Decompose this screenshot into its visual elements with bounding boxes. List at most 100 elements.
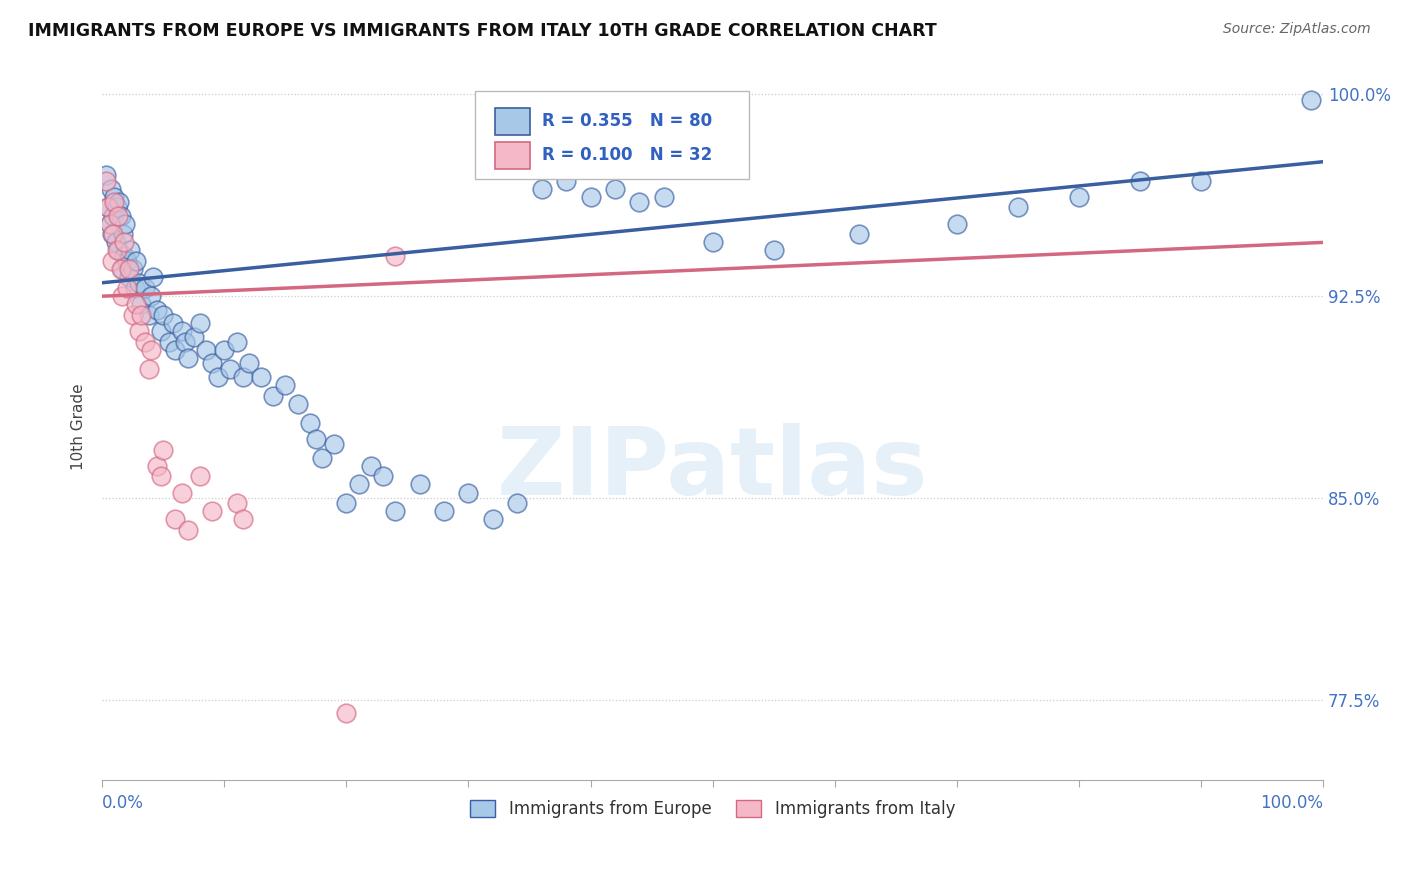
Point (433, 504, 456, 518)
Point (232, 512, 254, 526)
FancyBboxPatch shape (495, 108, 530, 136)
Point (170, 485, 193, 500)
Point (94, 168, 117, 182)
Point (97, 201, 120, 215)
Point (347, 477, 370, 491)
Point (225, 334, 247, 349)
Point (101, 227, 124, 242)
Point (103, 227, 125, 242)
Point (165, 343, 187, 357)
Point (97, 201, 120, 215)
Point (702, 235, 724, 250)
Point (530, 181, 553, 195)
Point (201, 504, 224, 518)
Point (104, 235, 127, 250)
Point (103, 195, 125, 210)
Point (112, 249, 135, 263)
Point (94, 173, 117, 187)
Point (114, 217, 136, 231)
Point (335, 706, 357, 720)
Point (298, 416, 321, 430)
Point (152, 442, 174, 457)
Text: Source: ZipAtlas.com: Source: ZipAtlas.com (1223, 22, 1371, 37)
Point (111, 227, 134, 242)
Point (1007, 201, 1029, 215)
Point (408, 477, 430, 491)
Point (120, 244, 142, 258)
Point (107, 244, 129, 258)
Point (149, 469, 172, 483)
Point (323, 437, 346, 451)
Point (214, 343, 236, 357)
Point (305, 432, 328, 446)
Point (107, 209, 129, 223)
Text: ZIPatlas: ZIPatlas (496, 423, 928, 515)
Point (652, 190, 675, 204)
Point (108, 195, 131, 210)
Point (201, 356, 224, 370)
Point (112, 235, 135, 250)
Point (219, 361, 242, 376)
Point (125, 297, 148, 311)
Point (105, 201, 128, 215)
Point (165, 512, 187, 526)
Point (176, 523, 198, 537)
Point (188, 469, 211, 483)
Text: R = 0.100   N = 32: R = 0.100 N = 32 (541, 146, 711, 164)
Y-axis label: 10th Grade: 10th Grade (72, 384, 86, 470)
Point (103, 190, 125, 204)
Point (134, 334, 156, 349)
Point (149, 324, 172, 338)
Point (146, 302, 169, 317)
Point (139, 289, 162, 303)
Point (360, 458, 382, 473)
Point (1299, 93, 1322, 107)
Point (121, 262, 143, 277)
Point (207, 370, 229, 384)
Point (170, 324, 193, 338)
Legend: Immigrants from Europe, Immigrants from Italy: Immigrants from Europe, Immigrants from … (464, 794, 962, 825)
Point (174, 334, 197, 349)
Point (115, 281, 138, 295)
Point (1129, 173, 1152, 187)
Point (232, 370, 254, 384)
Point (121, 308, 143, 322)
Text: R = 0.355   N = 80: R = 0.355 N = 80 (541, 112, 711, 130)
Point (482, 512, 505, 526)
Point (118, 270, 141, 285)
Point (1067, 190, 1090, 204)
Point (98, 217, 121, 231)
Point (98, 217, 121, 231)
Point (384, 249, 406, 263)
Point (579, 190, 602, 204)
Point (848, 227, 870, 242)
Point (124, 281, 146, 295)
Point (115, 254, 138, 268)
Point (603, 181, 626, 195)
Point (162, 316, 184, 330)
Point (110, 262, 132, 277)
Point (129, 308, 152, 322)
Point (111, 262, 134, 277)
Point (103, 209, 125, 223)
Point (274, 378, 297, 392)
Point (129, 297, 152, 311)
Point (128, 324, 150, 338)
Point (195, 343, 218, 357)
Point (100, 181, 122, 195)
Point (152, 308, 174, 322)
Point (250, 370, 273, 384)
Point (146, 458, 169, 473)
Point (225, 496, 247, 510)
Point (1189, 173, 1212, 187)
Point (138, 361, 160, 376)
Point (142, 270, 165, 285)
Point (457, 485, 479, 500)
Point (139, 343, 162, 357)
Point (128, 276, 150, 290)
Point (157, 334, 180, 349)
Point (311, 450, 333, 465)
Point (134, 281, 156, 295)
Point (101, 254, 124, 268)
Point (555, 173, 578, 187)
